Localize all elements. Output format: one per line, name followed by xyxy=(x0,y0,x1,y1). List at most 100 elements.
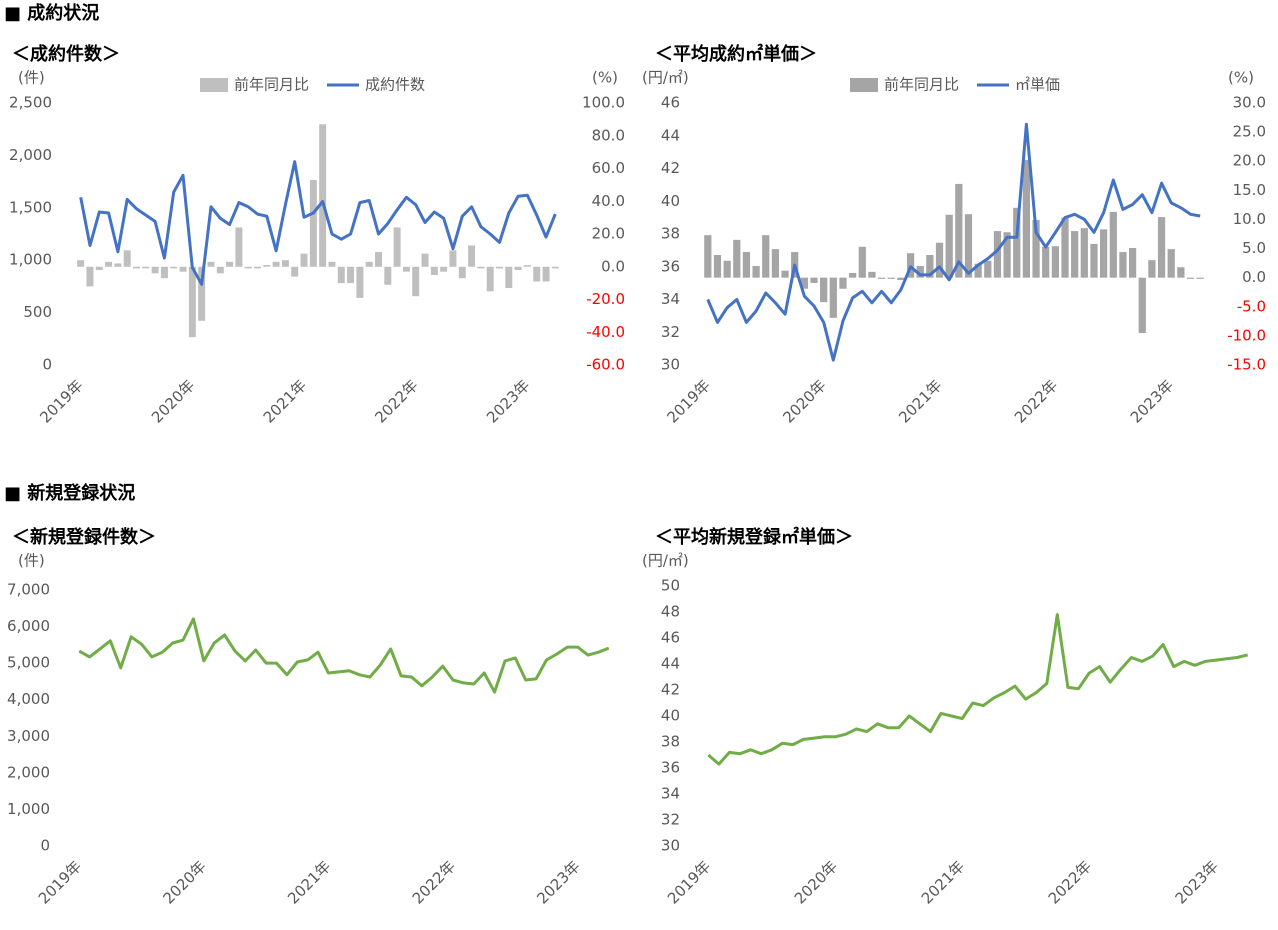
x-tick-label: 2020年 xyxy=(779,376,829,426)
chart-title: ＜平均成約㎡単価＞ xyxy=(655,43,817,65)
bar xyxy=(1090,243,1098,278)
bar xyxy=(1109,211,1117,278)
x-tick-label: 2021年 xyxy=(284,857,334,907)
y2-tick-label: 0.0 xyxy=(1242,268,1266,286)
bar xyxy=(244,266,252,269)
y-tick-label: 36 xyxy=(661,257,680,275)
bar xyxy=(86,266,94,287)
bar xyxy=(800,277,808,289)
y2-tick-label: -10.0 xyxy=(1227,326,1266,344)
bar xyxy=(974,263,982,278)
bar xyxy=(365,261,373,267)
bar xyxy=(1186,277,1195,279)
y-tick-label: 40 xyxy=(661,192,680,210)
bar xyxy=(849,273,857,278)
bar xyxy=(993,231,1002,278)
line xyxy=(79,160,557,286)
x-tick-label: 2021年 xyxy=(918,857,968,907)
bar xyxy=(926,254,934,278)
y2-tick-label: -5.0 xyxy=(1237,297,1266,315)
y-tick-label: 2,000 xyxy=(7,763,50,781)
y2-tick-label: 20.0 xyxy=(1233,152,1266,170)
y-tick-label: 6,000 xyxy=(7,617,50,635)
bar xyxy=(77,260,85,267)
bar xyxy=(393,227,401,267)
y-tick-label: 0 xyxy=(40,837,50,855)
y-tick-label: 1,000 xyxy=(9,251,52,269)
bar xyxy=(281,260,289,267)
y2-tick-label: 15.0 xyxy=(1233,181,1266,199)
bar xyxy=(868,271,876,278)
line xyxy=(78,617,610,694)
y2-tick-label: 20.0 xyxy=(592,225,625,243)
bar xyxy=(458,266,466,279)
bar xyxy=(955,183,963,278)
y2-tick-label: 80.0 xyxy=(592,126,625,144)
y-tick-label: 2,500 xyxy=(9,94,52,112)
bar xyxy=(935,242,944,278)
bar xyxy=(319,124,327,267)
y2-tick-label: 60.0 xyxy=(592,159,625,177)
bar xyxy=(1167,249,1175,278)
y2-tick-label: -60.0 xyxy=(586,356,625,374)
y-tick-label: 42 xyxy=(661,681,680,699)
bar xyxy=(964,214,973,278)
bar xyxy=(829,277,837,318)
y-axis-label: (円/㎡) xyxy=(642,552,689,570)
y-tick-label: 34 xyxy=(661,290,680,308)
y2-tick-label: 5.0 xyxy=(1242,239,1266,257)
bar xyxy=(216,266,224,274)
bar xyxy=(300,253,308,267)
y-tick-label: 44 xyxy=(661,126,680,144)
y-tick-label: 42 xyxy=(661,159,680,177)
bar xyxy=(207,261,215,267)
x-tick-label: 2022年 xyxy=(1045,857,1095,907)
legend-label: 前年同月比 xyxy=(884,76,959,94)
y2-tick-label: 40.0 xyxy=(592,192,625,210)
y-tick-label: 40 xyxy=(661,707,680,725)
y-tick-label: 34 xyxy=(661,785,680,803)
bar xyxy=(226,261,234,267)
bar xyxy=(263,265,271,267)
bar xyxy=(945,214,953,278)
bar xyxy=(1100,229,1108,278)
bar xyxy=(1042,246,1050,278)
bar xyxy=(1032,220,1040,278)
bar xyxy=(1051,246,1059,278)
y-tick-label: 32 xyxy=(661,323,680,341)
bar xyxy=(1138,277,1146,333)
bar xyxy=(1177,267,1185,278)
bar xyxy=(254,266,261,269)
y-tick-label: 46 xyxy=(661,94,680,112)
bar xyxy=(486,266,494,292)
bar xyxy=(1157,217,1166,278)
bar xyxy=(1128,247,1137,278)
bar xyxy=(440,266,448,272)
bar xyxy=(916,266,924,278)
bar xyxy=(762,235,770,278)
bar xyxy=(272,261,280,267)
y-tick-label: 3,000 xyxy=(7,727,50,745)
y-axis-label: (件) xyxy=(18,552,45,570)
x-tick-label: 2020年 xyxy=(791,857,841,907)
y-tick-label: 44 xyxy=(661,655,680,673)
y2-tick-label: -15.0 xyxy=(1227,356,1266,374)
bar xyxy=(723,260,731,278)
bar xyxy=(356,266,364,298)
y-tick-label: 7,000 xyxy=(7,581,50,599)
legend-label: 成約件数 xyxy=(365,76,425,94)
y-tick-label: 5,000 xyxy=(7,654,50,672)
legend-label: ㎡単価 xyxy=(1015,76,1060,94)
legend-swatch xyxy=(850,78,878,92)
section-title: ■ 新規登録状況 xyxy=(4,482,135,504)
bar xyxy=(421,253,429,267)
bar xyxy=(468,245,476,267)
legend-label: 前年同月比 xyxy=(234,76,309,94)
bar xyxy=(858,246,866,278)
bar xyxy=(179,266,187,272)
bar xyxy=(781,270,789,278)
bar xyxy=(402,266,410,272)
bar xyxy=(160,266,168,279)
bar xyxy=(496,266,503,269)
bar xyxy=(328,261,336,267)
